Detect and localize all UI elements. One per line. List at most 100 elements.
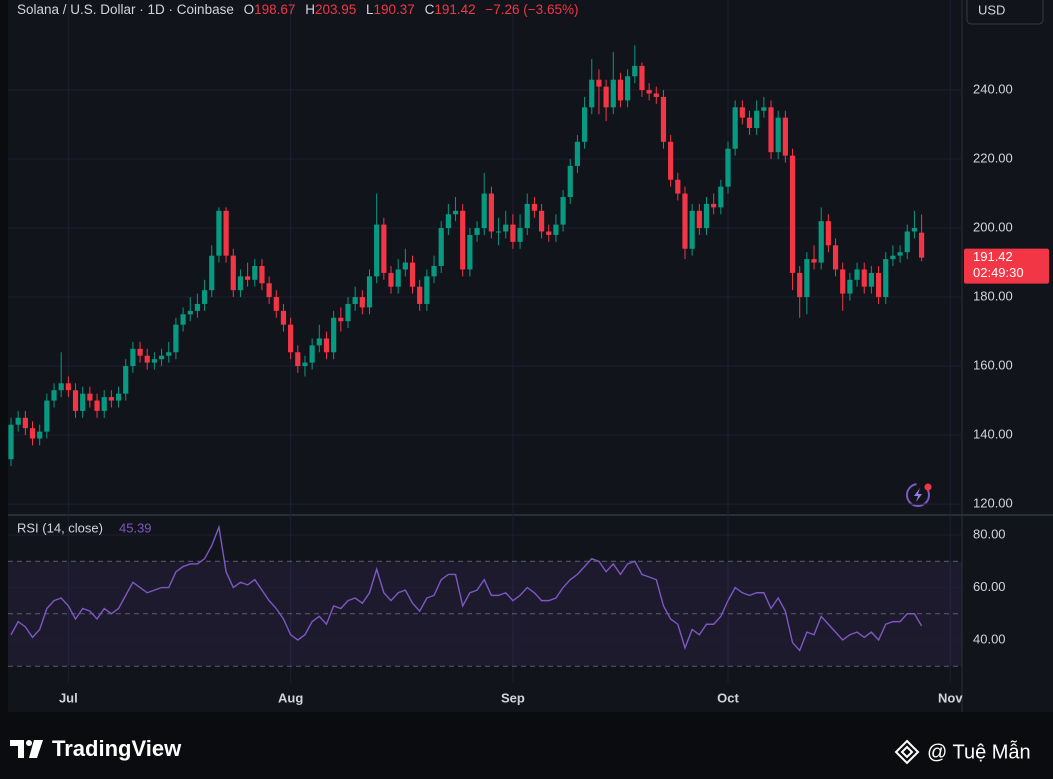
candle-body: [15, 417, 21, 425]
rsi-title: RSI (14, close): [17, 520, 103, 535]
candle-body: [703, 203, 710, 229]
candle-body: [646, 90, 652, 94]
candle-body: [868, 272, 874, 287]
candle-body: [359, 297, 365, 308]
candle-body: [252, 266, 258, 280]
candle-body: [316, 338, 322, 346]
candle-body: [402, 262, 408, 270]
candle-body: [718, 186, 724, 208]
candle-body: [108, 397, 114, 401]
currency-button[interactable]: [966, 0, 1044, 25]
candle-body: [22, 417, 28, 429]
candle-body: [567, 165, 573, 198]
credit: @ Tuệ Mẫn: [927, 740, 1031, 763]
candle-body: [209, 255, 215, 291]
x-tick-label: Nov: [938, 690, 963, 705]
candle-body: [574, 141, 581, 166]
candle-body: [918, 232, 925, 258]
candle-body: [890, 255, 896, 260]
ohlc-key: H: [305, 2, 315, 17]
candle-body: [883, 259, 889, 298]
candle-body: [825, 221, 831, 246]
logo-shape: [10, 740, 24, 758]
candle-body: [80, 393, 86, 411]
candle-body: [739, 107, 745, 118]
y-tick-label: 120.00: [973, 496, 1013, 511]
candle-body: [911, 228, 918, 232]
candle-body: [230, 255, 236, 291]
candle-body: [639, 65, 645, 91]
candle-body: [180, 314, 186, 325]
candle-body: [653, 93, 659, 97]
candle-body: [266, 283, 272, 298]
candle-body: [123, 366, 129, 394]
candle-body: [288, 324, 294, 353]
y-tick-label: 240.00: [973, 81, 1013, 96]
price-badge-value: 191.42: [973, 249, 1013, 264]
candle-body: [280, 310, 287, 325]
candle-body: [474, 228, 480, 235]
candle-body: [381, 224, 387, 273]
candle-body: [166, 352, 172, 356]
candle-body: [424, 276, 430, 304]
grid: [8, 0, 962, 683]
y-tick-label: 200.00: [973, 219, 1013, 234]
candle-body: [130, 348, 136, 367]
candle-body: [144, 355, 150, 363]
ohlc-key: L: [366, 2, 374, 17]
x-tick-label: Oct: [717, 690, 739, 705]
candle-body: [603, 86, 609, 108]
candle-body: [259, 266, 265, 284]
candle-body: [832, 245, 839, 270]
candle-body: [582, 107, 588, 142]
candle-body: [452, 210, 459, 215]
alert-dot: [924, 483, 932, 491]
y-tick-label: 160.00: [973, 357, 1013, 372]
candle-body: [517, 228, 523, 242]
candle-body: [388, 272, 394, 287]
logo-dot: [26, 740, 32, 746]
candle-body: [510, 224, 516, 242]
candle-body: [137, 348, 143, 356]
candle-body: [840, 269, 846, 294]
candle-body: [553, 224, 559, 235]
candle-body: [216, 210, 222, 256]
candle-body: [331, 317, 337, 353]
candle-body: [531, 203, 538, 211]
candle-body: [338, 317, 344, 322]
candle-body: [467, 234, 473, 270]
candle-body: [546, 231, 552, 235]
candle-body: [538, 210, 545, 232]
ohlc-key: C: [424, 2, 435, 17]
candle-body: [309, 345, 315, 363]
alert-ring: [906, 483, 930, 507]
alert-icon[interactable]: [906, 483, 932, 507]
y-tick-label: 40.00: [973, 631, 1006, 646]
candle-body: [323, 338, 330, 353]
candle-body: [495, 231, 502, 233]
candle-body: [366, 276, 373, 308]
candle-body: [237, 276, 244, 291]
candle-body: [811, 259, 817, 263]
candle-body: [417, 286, 423, 304]
candle-body: [115, 393, 122, 401]
candle-body: [409, 262, 416, 287]
ohlc-value: 198.67: [254, 2, 296, 17]
candle-body: [746, 117, 753, 128]
ohlc-key: O: [243, 2, 255, 17]
candle-body: [94, 400, 100, 411]
candle-body: [782, 117, 788, 156]
ohlc-value: 191.42: [434, 2, 476, 17]
candle-body: [754, 110, 760, 128]
candle-body: [72, 390, 79, 411]
candle-body: [689, 210, 695, 249]
y-tick-label: 60.00: [973, 579, 1006, 594]
x-tick-label: Sep: [501, 690, 525, 705]
candle-body: [37, 431, 43, 439]
brand-name: TradingView: [52, 736, 182, 761]
candle-body: [352, 297, 358, 304]
candle-body: [173, 324, 179, 353]
y-tick-label: 140.00: [973, 426, 1013, 441]
candle-body: [596, 79, 602, 87]
currency-label[interactable]: USD: [978, 2, 1005, 17]
